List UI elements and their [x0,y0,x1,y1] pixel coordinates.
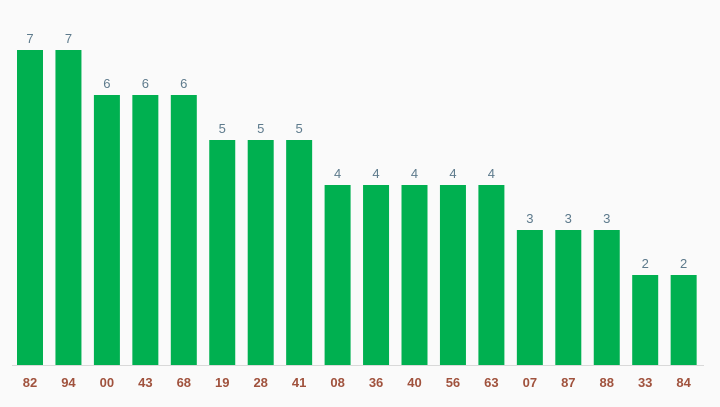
bar-40 [401,185,428,365]
category-label-07: 07 [523,375,537,390]
category-label-87: 87 [561,375,575,390]
category-label-63: 63 [484,375,498,390]
category-label-84: 84 [676,375,691,390]
category-label-56: 56 [446,375,460,390]
value-label-63: 4 [488,166,495,181]
bar-07 [516,230,543,365]
value-label-40: 4 [411,166,418,181]
value-label-87: 3 [565,211,572,226]
category-label-94: 94 [61,375,76,390]
bar-84 [670,275,697,365]
value-label-94: 7 [65,31,72,46]
bar-43 [132,95,159,365]
bar-36 [363,185,390,365]
value-label-19: 5 [219,121,226,136]
value-label-28: 5 [257,121,264,136]
category-label-88: 88 [600,375,614,390]
bars-layer [17,50,697,365]
value-label-08: 4 [334,166,341,181]
value-label-36: 4 [372,166,379,181]
category-label-28: 28 [253,375,267,390]
category-label-19: 19 [215,375,229,390]
value-label-33: 2 [642,256,649,271]
bar-56 [439,185,466,365]
bar-33 [632,275,659,365]
value-labels-layer: 7 7 6 6 6 5 5 5 4 4 4 4 4 3 3 3 2 2 [26,31,687,271]
category-labels-layer: 82 94 00 43 68 19 28 41 08 36 40 56 63 07 87 88 33 84 [23,375,692,390]
category-label-43: 43 [138,375,152,390]
category-label-41: 41 [292,375,306,390]
bar-19 [209,140,236,365]
value-label-88: 3 [603,211,610,226]
value-label-07: 3 [526,211,533,226]
value-label-56: 4 [449,166,456,181]
bar-88 [593,230,620,365]
category-label-68: 68 [177,375,191,390]
category-label-33: 33 [638,375,652,390]
value-label-68: 6 [180,76,187,91]
bar-41 [286,140,313,365]
bar-08 [324,185,351,365]
bar-87 [555,230,582,365]
bar-82 [17,50,43,365]
value-label-82: 7 [26,31,33,46]
category-label-36: 36 [369,375,383,390]
value-label-41: 5 [296,121,303,136]
value-label-43: 6 [142,76,149,91]
bar-68 [170,95,197,365]
category-label-08: 08 [330,375,344,390]
category-label-82: 82 [23,375,37,390]
category-label-00: 00 [100,375,114,390]
bar-94 [55,50,82,365]
bar-63 [478,185,505,365]
bar-28 [247,140,274,365]
value-label-00: 6 [103,76,110,91]
category-label-40: 40 [407,375,421,390]
value-label-84: 2 [680,256,687,271]
bar-00 [93,95,120,365]
